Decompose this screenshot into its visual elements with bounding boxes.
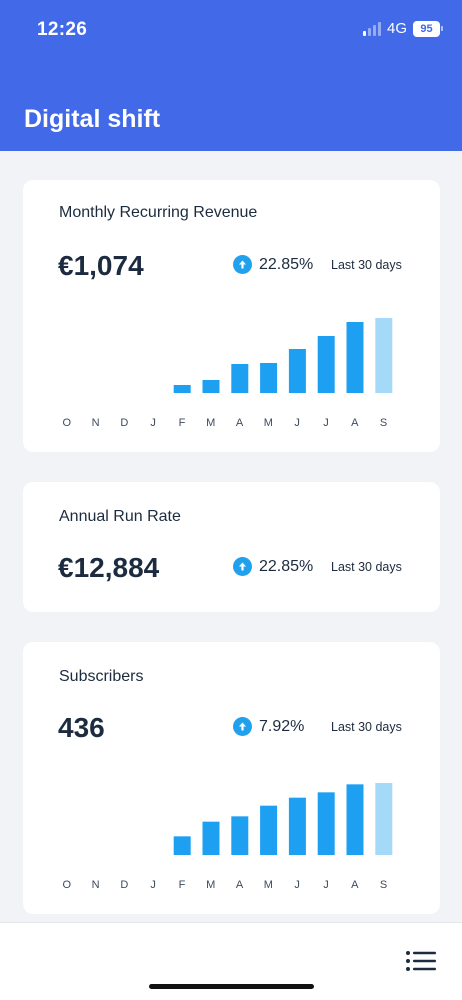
x-tick-label: J xyxy=(294,417,300,429)
card-value: €12,884 xyxy=(58,552,160,583)
x-tick-label: D xyxy=(120,417,128,429)
app-header: 12:26 4G 95 Digital shift xyxy=(0,0,462,151)
bar-6 xyxy=(231,816,249,855)
x-tick-label: M xyxy=(206,879,216,891)
bar-10 xyxy=(346,784,364,855)
x-tick-label: A xyxy=(351,879,359,891)
x-tick-label: M xyxy=(264,879,274,891)
x-tick-label: J xyxy=(323,879,329,891)
x-tick-label: J xyxy=(323,417,329,429)
x-tick-label: J xyxy=(294,879,300,891)
x-tick-label: A xyxy=(351,417,359,429)
x-tick-label: J xyxy=(150,417,156,429)
change-indicator: 7.92% xyxy=(233,717,304,736)
status-indicators: 4G 95 xyxy=(362,20,443,37)
card-title: Monthly Recurring Revenue xyxy=(59,204,258,221)
bar-6 xyxy=(231,364,249,393)
bar-9 xyxy=(317,336,335,393)
card-value: 436 xyxy=(58,712,105,743)
period-label: Last 30 days xyxy=(331,720,402,734)
subscribers-card[interactable]: Subscribers 436 7.92% Last 30 days O N D J F… xyxy=(23,642,440,914)
bar-8 xyxy=(288,797,306,855)
home-indicator xyxy=(149,984,314,989)
list-menu-icon[interactable] xyxy=(406,950,436,972)
arrow-up-circle-icon xyxy=(233,255,252,274)
arr-card[interactable]: Annual Run Rate €12,884 22.85% Last 30 d… xyxy=(23,482,440,612)
card-title: Annual Run Rate xyxy=(59,508,181,525)
card-title: Subscribers xyxy=(59,668,144,685)
bar-7 xyxy=(260,363,278,393)
bar-8 xyxy=(288,349,306,393)
page-title: Digital shift xyxy=(24,105,161,133)
change-indicator: 22.85% xyxy=(233,255,313,274)
signal-icon xyxy=(362,21,381,36)
change-percent: 22.85% xyxy=(259,557,314,575)
bar-11 xyxy=(375,783,393,855)
x-tick-label: A xyxy=(236,879,244,891)
x-tick-label: A xyxy=(236,417,244,429)
bar-4 xyxy=(173,836,191,855)
x-tick-label: S xyxy=(380,879,388,891)
x-tick-label: F xyxy=(179,879,186,891)
battery-icon: 95 xyxy=(413,20,443,37)
change-percent: 7.92% xyxy=(259,717,305,735)
bar-7 xyxy=(260,805,278,855)
x-tick-label: M xyxy=(206,417,216,429)
arrow-up-circle-icon xyxy=(233,557,252,576)
x-tick-label: O xyxy=(62,417,71,429)
bar-4 xyxy=(173,385,191,393)
x-tick-label: J xyxy=(150,879,156,891)
x-tick-label: N xyxy=(92,879,100,891)
period-label: Last 30 days xyxy=(331,560,402,574)
arrow-up-circle-icon xyxy=(233,717,252,736)
change-indicator: 22.85% xyxy=(233,557,313,576)
bar-10 xyxy=(346,322,364,393)
bar-5 xyxy=(202,821,220,855)
x-tick-label: M xyxy=(264,417,274,429)
network-type: 4G xyxy=(386,20,407,37)
period-label: Last 30 days xyxy=(331,258,402,272)
x-tick-label: S xyxy=(380,417,388,429)
x-tick-label: F xyxy=(179,417,186,429)
bar-11 xyxy=(375,318,393,393)
status-time: 12:26 xyxy=(37,19,88,40)
bar-5 xyxy=(202,380,220,393)
change-percent: 22.85% xyxy=(259,255,314,273)
mrr-card[interactable]: Monthly Recurring Revenue €1,074 22.85% … xyxy=(23,180,440,452)
x-tick-label: N xyxy=(92,417,100,429)
bar-9 xyxy=(317,792,335,855)
x-tick-label: O xyxy=(62,879,71,891)
x-tick-label: D xyxy=(120,879,128,891)
card-value: €1,074 xyxy=(58,250,144,281)
